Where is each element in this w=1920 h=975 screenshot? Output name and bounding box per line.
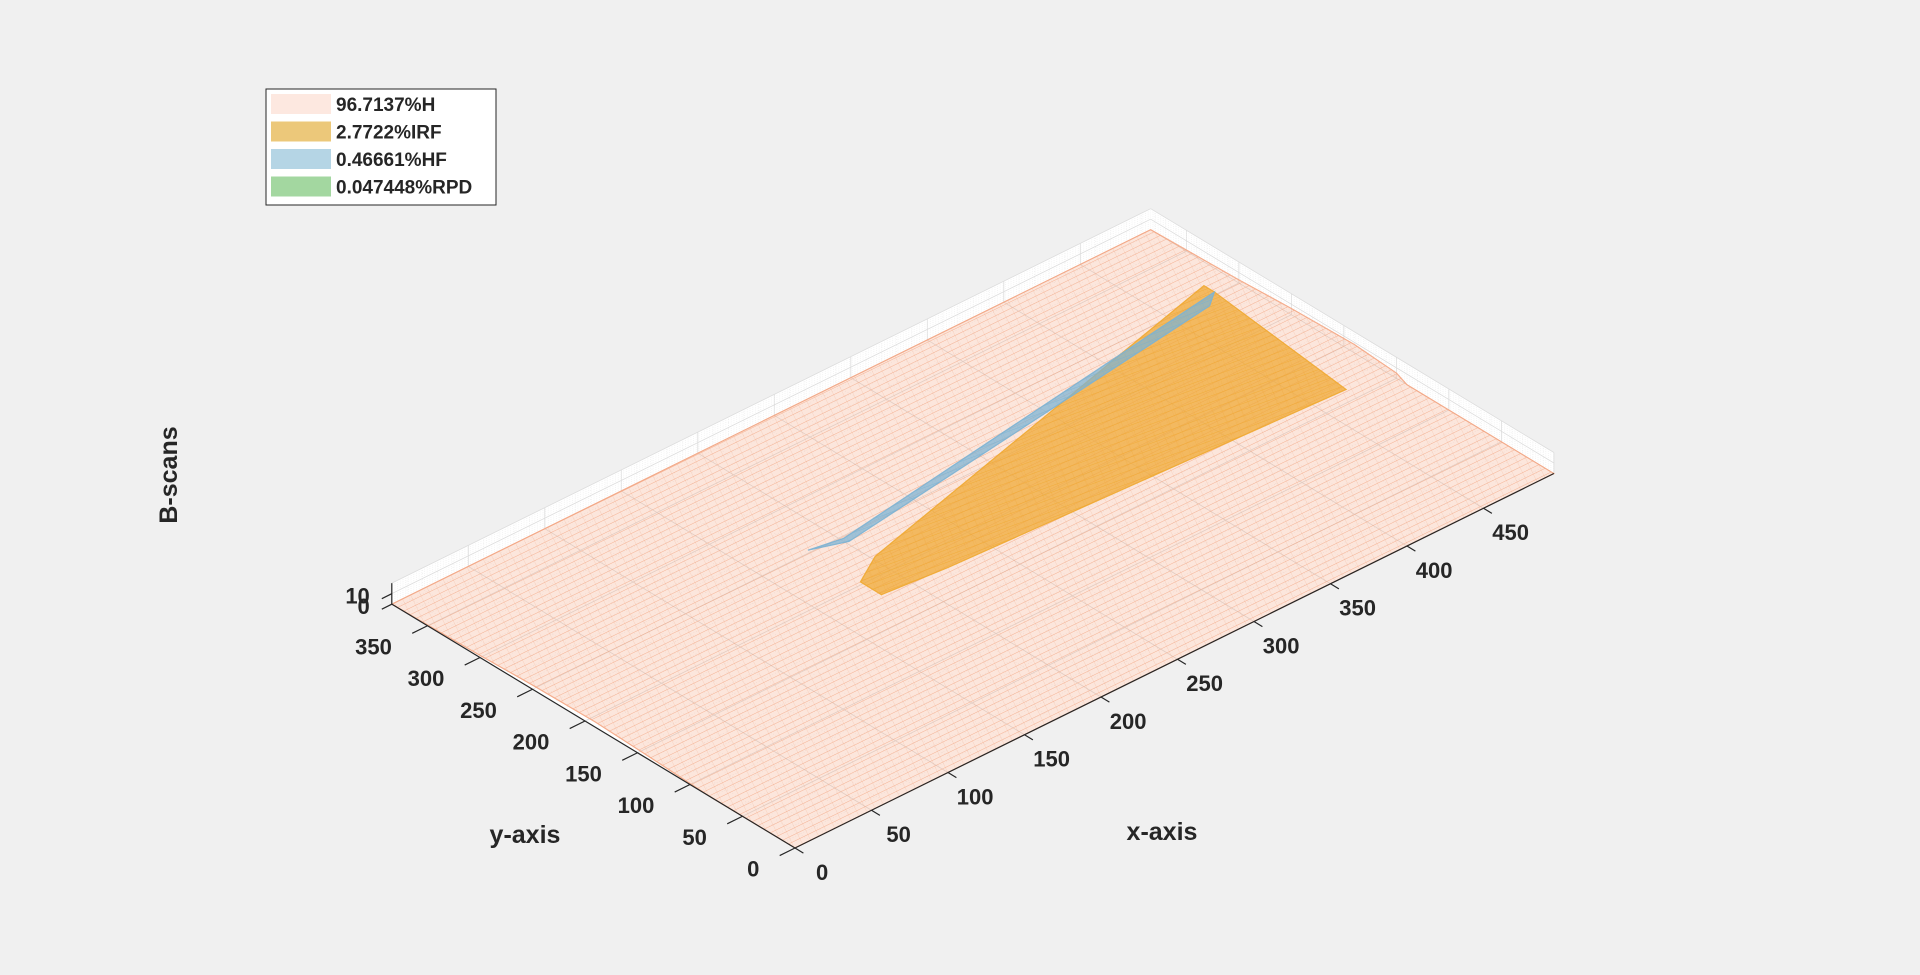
grid-line-z-wall xyxy=(1150,208,1555,453)
x-tick xyxy=(1177,658,1187,665)
grid-line-z xyxy=(391,208,1151,584)
grid-line-z-wall xyxy=(1150,225,1555,470)
legend-label: 0.047448%RPD xyxy=(336,178,472,199)
x-tick-label: 100 xyxy=(957,784,994,809)
grid-line-z-wall xyxy=(1150,223,1555,468)
legend-swatch xyxy=(271,176,331,197)
y-axis-line xyxy=(391,603,796,849)
x-tick xyxy=(947,771,957,779)
legend-label: 2.7722%IRF xyxy=(336,123,442,144)
x-tick-label: 250 xyxy=(1186,671,1223,696)
x-tick-label: 300 xyxy=(1263,633,1300,658)
y-tick-label: 50 xyxy=(682,825,706,850)
legend-label: 96.7137%H xyxy=(336,95,435,116)
surface-plots xyxy=(390,229,1556,849)
x-tick-label: 150 xyxy=(1033,747,1070,772)
x-tick-label: 50 xyxy=(886,822,910,847)
z-axis-label: B-scans xyxy=(155,426,183,523)
x-axis-line xyxy=(794,472,1555,849)
grid-line-z-wall xyxy=(1150,216,1555,462)
y-tick xyxy=(516,688,533,698)
x-tick-label: 450 xyxy=(1492,520,1529,545)
grid-line-z xyxy=(391,223,1151,599)
grid-line-z-wall xyxy=(1150,214,1555,460)
grid-line-z-wall xyxy=(1150,212,1555,457)
grid-line-z xyxy=(391,221,1151,597)
grid-line-z-wall xyxy=(1150,227,1555,472)
x-axis-label: x-axis xyxy=(1127,818,1198,846)
y-axis-label: y-axis xyxy=(490,821,561,849)
legend-label: 0.46661%HF xyxy=(336,150,447,171)
grid-line-z xyxy=(391,212,1151,588)
y-tick xyxy=(411,625,428,634)
z-tick-label: 0 xyxy=(358,594,370,619)
legend-swatch xyxy=(271,121,331,142)
z-tick xyxy=(381,603,393,610)
y-tick-label: 200 xyxy=(513,730,550,755)
legend-swatch xyxy=(271,94,331,114)
grid-line-z xyxy=(391,216,1151,592)
y-tick xyxy=(674,783,691,793)
y-tick-label: 0 xyxy=(747,857,759,882)
surface-hf xyxy=(807,290,1216,551)
y-tick-label: 350 xyxy=(355,634,392,659)
x-tick-label: 400 xyxy=(1416,558,1453,583)
y-tick-label: 100 xyxy=(618,793,655,818)
x-tick xyxy=(1024,734,1034,741)
y-tick xyxy=(464,656,481,666)
grid-line-z xyxy=(391,214,1151,590)
grid-line-z-wall xyxy=(1150,210,1555,455)
axis-labels: x-axis y-axis B-scans xyxy=(155,426,1197,849)
x-tick xyxy=(871,809,881,816)
x-tick-label: 0 xyxy=(816,860,828,885)
x-tick xyxy=(794,847,804,854)
y-tick-label: 300 xyxy=(408,666,445,691)
z-tick xyxy=(381,593,393,600)
x-tick xyxy=(1406,545,1416,552)
y-tick xyxy=(621,752,638,761)
x-tick-label: 200 xyxy=(1110,709,1147,734)
grid-line-z-wall xyxy=(1150,221,1555,466)
x-tick xyxy=(1483,507,1493,514)
y-tick xyxy=(726,815,743,825)
grid-line-z xyxy=(391,210,1151,586)
y-tick xyxy=(779,847,796,857)
y-tick-label: 250 xyxy=(460,698,497,723)
z-tick-label: 10 xyxy=(345,584,369,609)
x-tick xyxy=(1330,583,1340,590)
grid-line-z xyxy=(391,227,1151,603)
x-tick xyxy=(1253,620,1263,628)
grid-line-z-wall xyxy=(1150,218,1555,464)
x-tick-label: 350 xyxy=(1339,596,1376,621)
grid-line-z xyxy=(391,218,1151,595)
grid-line-z xyxy=(391,225,1151,601)
legend: 96.7137%H 2.7722%IRF 0.46661%HF 0.047448%RP… xyxy=(265,88,497,206)
legend-swatch xyxy=(271,149,331,169)
tick-labels: 0501001502002503003504004500501001502002… xyxy=(345,507,1529,885)
surface-irf xyxy=(859,284,1348,596)
x-tick xyxy=(1100,696,1110,703)
y-tick xyxy=(569,720,586,730)
y-tick-label: 150 xyxy=(565,761,602,786)
